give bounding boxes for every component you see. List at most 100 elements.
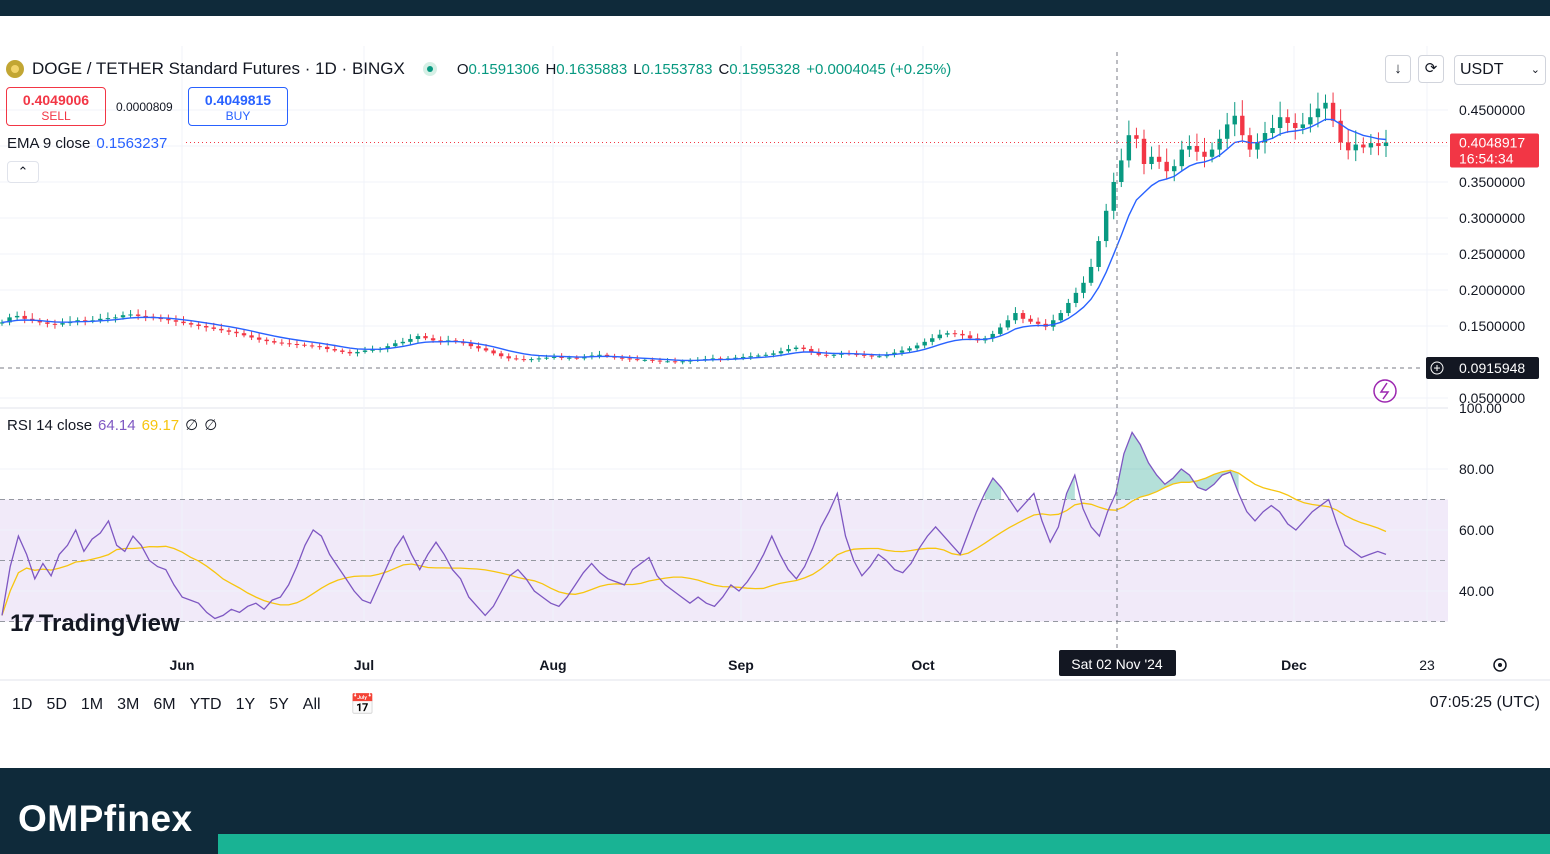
candle-body — [37, 320, 43, 323]
range-all[interactable]: All — [302, 696, 321, 713]
candle-body — [128, 314, 133, 316]
currency-select[interactable]: USDT ⌄ — [1454, 55, 1546, 85]
candle-body — [809, 349, 814, 352]
candle-body — [635, 359, 640, 361]
crosshair-date-label: Sat 02 Nov '24 — [1071, 656, 1163, 672]
utc-clock[interactable]: 07:05:25 (UTC) — [1429, 694, 1540, 711]
candle-body — [181, 321, 186, 324]
calendar-range-icon[interactable]: 📅 — [350, 694, 375, 716]
rsi-tick-label: 100.00 — [1459, 400, 1502, 416]
rsi-tick-label: 60.00 — [1459, 522, 1494, 538]
candle-body — [430, 338, 436, 341]
candle-body — [930, 338, 935, 342]
rsi-setting-1: ∅ — [185, 417, 199, 434]
doge-coin-icon — [6, 60, 24, 78]
candle-body — [824, 354, 829, 356]
range-1d[interactable]: 1D — [12, 696, 33, 713]
last-price-box — [1450, 133, 1539, 168]
bottom-toolbar: 1D 5D 1M 3M 6M YTD 1Y 5Y All 📅 07:05:25 … — [0, 680, 1550, 728]
tradingview-watermark[interactable]: 17 TradingView — [10, 610, 180, 638]
chart-area[interactable]: 0.4500000 0.3500000 0.3000000 0.2500000 0.20… — [0, 16, 1550, 768]
candle-body — [1035, 321, 1041, 324]
refresh-icon: ⟳ — [1424, 60, 1438, 77]
symbol-legend: DOGE / TETHER Standard Futures · 1D · BI… — [6, 58, 951, 80]
ema-value: 0.1563237 — [96, 135, 168, 152]
candle-body — [1361, 144, 1366, 148]
candle-body — [1330, 102, 1336, 121]
ema-legend[interactable]: EMA 9 close 0.1563237 — [7, 135, 167, 152]
range-1y[interactable]: 1Y — [235, 696, 256, 713]
candle-body — [1187, 146, 1192, 150]
candle-body — [468, 343, 474, 347]
candle-body — [536, 358, 542, 360]
candle-body — [952, 333, 958, 335]
sell-button[interactable]: 0.4049006 SELL — [6, 87, 106, 126]
candle-body — [1020, 313, 1026, 319]
candle-body — [498, 353, 504, 357]
candle-body — [203, 326, 209, 328]
candle-body — [937, 334, 942, 339]
ohlc-close: C0.1595328 — [718, 60, 801, 78]
candle-body — [801, 347, 806, 350]
candle-body — [256, 337, 262, 340]
candle-body — [241, 333, 247, 336]
candle-body — [1202, 151, 1207, 157]
rsi-value: 64.14 — [98, 417, 136, 434]
rsi-legend[interactable]: RSI 14 close 64.14 69.17 ∅ ∅ — [7, 416, 217, 434]
candle-body — [249, 335, 254, 338]
refresh-button[interactable]: ⟳ — [1418, 55, 1444, 83]
candle-body — [52, 323, 58, 325]
spread-value: 0.0000809 — [116, 100, 173, 114]
candle-body — [922, 341, 927, 346]
candle-body — [287, 343, 292, 345]
candle-body — [1058, 313, 1063, 321]
candle-body — [998, 327, 1003, 334]
candle-body — [120, 315, 126, 318]
tradingview-text: TradingView — [38, 610, 180, 637]
candle-body — [1149, 156, 1154, 164]
symbol-title[interactable]: DOGE / TETHER Standard Futures · 1D · BI… — [32, 59, 405, 78]
range-5y[interactable]: 5Y — [269, 696, 289, 713]
candle-body — [1088, 266, 1094, 283]
buy-button[interactable]: 0.4049815 BUY — [188, 87, 288, 126]
collapse-legend-button[interactable]: ⌃ — [7, 161, 39, 183]
candle-body — [733, 357, 738, 359]
range-buttons: 1D 5D 1M 3M 6M YTD 1Y 5Y All — [6, 694, 329, 716]
candle-body — [483, 348, 489, 351]
range-1m[interactable]: 1M — [80, 696, 104, 713]
candle-body — [347, 351, 353, 354]
candle-body — [1277, 117, 1283, 128]
candle-body — [272, 341, 277, 343]
chart-canvas[interactable]: 0.4500000 0.3500000 0.3000000 0.2500000 0.20… — [0, 16, 1550, 768]
candle-body — [1255, 142, 1260, 150]
candle-body — [514, 358, 519, 360]
market-status-icon[interactable] — [422, 62, 437, 76]
download-icon: ↓ — [1394, 60, 1402, 77]
candle-body — [967, 335, 973, 339]
time-tick-label: Dec — [1281, 657, 1307, 673]
candle-body — [332, 349, 337, 351]
candle-body — [756, 355, 761, 357]
range-5d[interactable]: 5D — [46, 696, 67, 713]
range-6m[interactable]: 6M — [153, 696, 176, 713]
sell-price: 0.4049006 — [22, 92, 90, 108]
candle-body — [672, 361, 678, 363]
candle-body — [854, 354, 859, 356]
candle-body — [1179, 149, 1185, 167]
candle-body — [325, 346, 330, 350]
candle-body — [1073, 292, 1079, 303]
range-ytd[interactable]: YTD — [189, 696, 222, 713]
candle-body — [309, 345, 315, 347]
candle-body — [718, 358, 723, 360]
candle-body — [793, 347, 799, 350]
candle-body — [740, 356, 746, 358]
range-3m[interactable]: 3M — [117, 696, 140, 713]
candle-body — [1111, 182, 1116, 211]
candle-body — [627, 358, 632, 360]
download-button[interactable]: ↓ — [1385, 55, 1411, 83]
add-alert-plus-icon — [1430, 361, 1444, 375]
candle-body — [551, 356, 557, 358]
candle-body — [559, 356, 564, 358]
candle-body — [619, 357, 625, 359]
candle-body — [385, 346, 390, 350]
